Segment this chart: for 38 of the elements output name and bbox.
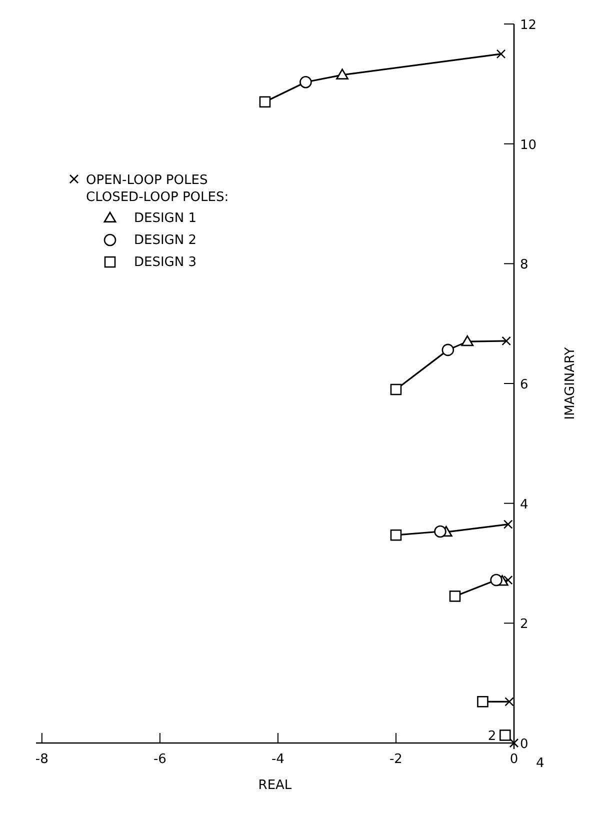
point: [500, 730, 511, 741]
point: [434, 525, 446, 538]
y-tick-label: 4: [520, 497, 528, 512]
y-tick-label: 2: [520, 617, 528, 632]
x-tick-label: -8: [35, 752, 48, 767]
point: [390, 529, 402, 541]
point: [477, 696, 488, 708]
legend-label: DESIGN 1: [134, 211, 197, 226]
y-tick-label: 10: [520, 138, 537, 153]
x-tick-label: -2: [389, 752, 402, 767]
point: [496, 49, 506, 59]
point: [461, 335, 474, 346]
point: [503, 520, 513, 529]
legend-label: DESIGN 2: [134, 233, 197, 248]
point: [509, 738, 519, 748]
point: [259, 96, 271, 108]
point: [490, 574, 502, 586]
legend-label: DESIGN 3: [134, 255, 197, 270]
annotation: 2: [488, 729, 496, 744]
y-tick-label: 12: [520, 18, 537, 33]
point: [390, 384, 402, 396]
y-tick-label: 6: [520, 378, 528, 392]
point: [504, 697, 514, 706]
x-tick-label: 0: [510, 752, 518, 767]
point: [300, 76, 312, 88]
y-tick-label: 8: [520, 258, 528, 273]
y-axis-title: IMAGINARY: [563, 347, 578, 420]
point: [502, 336, 511, 346]
legend-title: CLOSED-LOOP POLES:: [86, 190, 229, 205]
x-tick-label: -6: [153, 752, 166, 767]
y-tick-label: 0: [520, 737, 528, 752]
point: [503, 575, 513, 585]
point: [449, 590, 461, 602]
point: [336, 68, 348, 80]
x-axis-title: REAL: [258, 778, 292, 793]
x-tick-label: -4: [271, 752, 284, 767]
point: [442, 344, 454, 356]
legend-label: OPEN-LOOP POLES: [86, 173, 208, 188]
